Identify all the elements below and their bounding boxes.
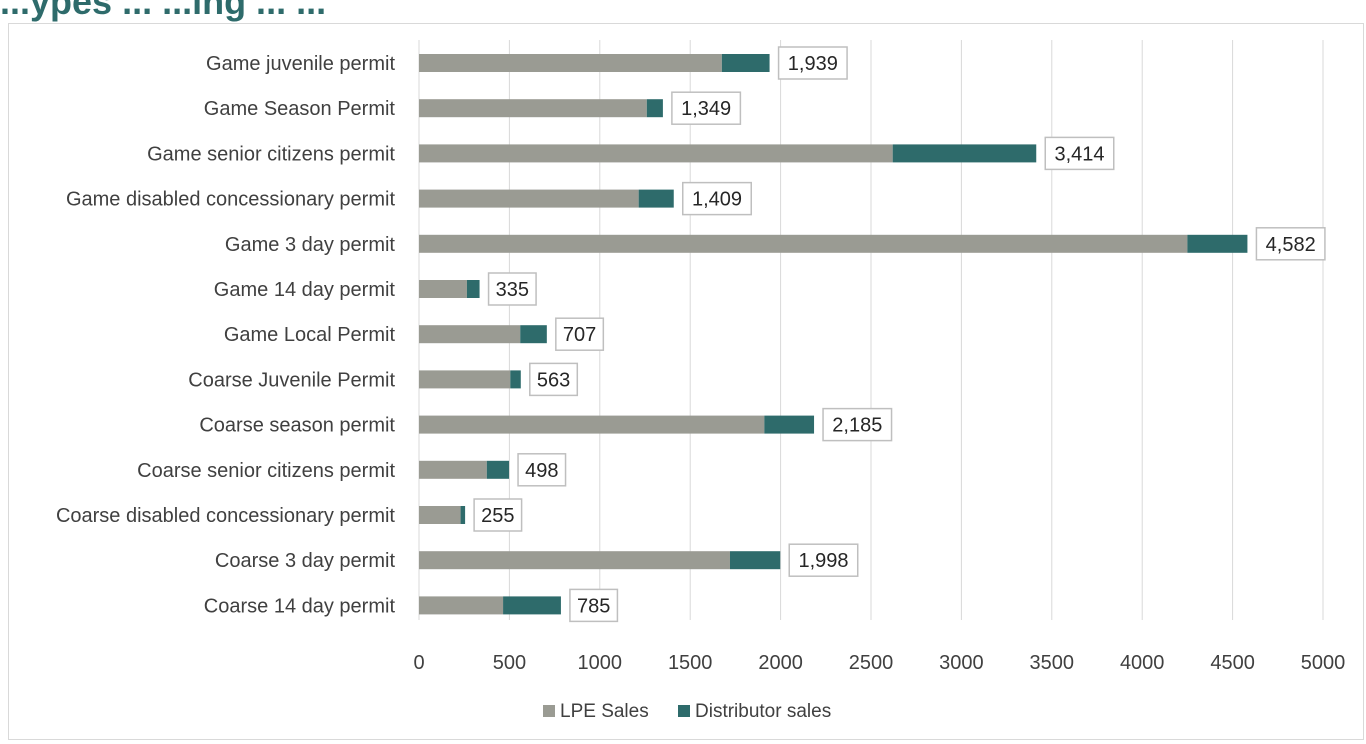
category-label: Game Season Permit bbox=[204, 98, 396, 120]
x-tick-label: 500 bbox=[493, 652, 526, 674]
bar-distributor-sales bbox=[721, 54, 770, 72]
category-label: Coarse 14 day permit bbox=[204, 595, 396, 617]
bar-lpe-sales bbox=[419, 370, 511, 389]
bar-distributor-sales bbox=[1187, 234, 1248, 253]
total-data-label: 1,939 bbox=[788, 53, 838, 75]
bar-distributor-sales bbox=[510, 370, 521, 389]
x-tick-label: 3500 bbox=[1030, 652, 1075, 674]
total-label-box bbox=[517, 453, 567, 487]
x-tick-label: 0 bbox=[413, 652, 424, 674]
total-data-label: 3,414 bbox=[1054, 143, 1104, 165]
total-data-label: 2,185 bbox=[832, 415, 882, 437]
category-label: Coarse season permit bbox=[199, 415, 395, 437]
total-label-box bbox=[487, 272, 537, 306]
bar-distributor-sales bbox=[892, 144, 1037, 163]
total-label-box bbox=[671, 91, 742, 125]
total-label-box bbox=[777, 46, 848, 80]
legend-label: Distributor sales bbox=[695, 701, 831, 722]
x-tick-label: 2500 bbox=[849, 652, 894, 674]
total-label-box bbox=[681, 181, 752, 216]
bar-distributor-sales bbox=[503, 596, 561, 615]
category-label: Coarse disabled concessionary permit bbox=[56, 505, 395, 527]
bar-distributor-sales bbox=[520, 325, 547, 344]
x-tick-label: 4500 bbox=[1210, 652, 1255, 674]
bar-lpe-sales bbox=[419, 280, 467, 298]
bar-lpe-sales bbox=[419, 54, 722, 72]
total-label-box bbox=[569, 588, 619, 623]
legend-swatch-distributor-sales bbox=[678, 705, 690, 717]
category-label: Game 3 day permit bbox=[225, 234, 396, 256]
total-data-label: 255 bbox=[481, 505, 514, 527]
category-label: Game disabled concessionary permit bbox=[66, 189, 395, 211]
total-data-label: 707 bbox=[563, 324, 596, 346]
total-data-label: 498 bbox=[525, 460, 558, 482]
total-label-box bbox=[473, 498, 523, 532]
bar-distributor-sales bbox=[764, 415, 815, 434]
total-data-label: 4,582 bbox=[1266, 234, 1316, 256]
legend-swatch-lpe-sales bbox=[543, 705, 555, 717]
x-tick-label: 5000 bbox=[1301, 652, 1346, 674]
category-label: Coarse Juvenile Permit bbox=[188, 369, 395, 391]
bar-lpe-sales bbox=[419, 506, 461, 524]
bar-lpe-sales bbox=[419, 189, 639, 208]
category-label: Game senior citizens permit bbox=[147, 143, 395, 165]
total-label-box bbox=[555, 317, 605, 351]
total-label-box bbox=[788, 543, 859, 577]
total-data-label: 335 bbox=[496, 279, 529, 301]
category-label: Game 14 day permit bbox=[214, 279, 396, 301]
x-tick-label: 1000 bbox=[578, 652, 623, 674]
total-label-box bbox=[822, 407, 893, 442]
bar-lpe-sales bbox=[419, 234, 1188, 253]
x-tick-label: 1500 bbox=[668, 652, 713, 674]
bar-lpe-sales bbox=[419, 551, 730, 570]
bar-lpe-sales bbox=[419, 596, 504, 615]
bar-distributor-sales bbox=[638, 189, 674, 208]
total-label-box bbox=[1044, 136, 1115, 171]
total-label-box bbox=[1255, 227, 1326, 261]
total-data-label: 1,409 bbox=[692, 189, 742, 211]
total-data-label: 1,998 bbox=[798, 550, 848, 572]
bar-distributor-sales bbox=[646, 99, 663, 118]
total-data-label: 1,349 bbox=[681, 98, 731, 120]
x-tick-label: 4000 bbox=[1120, 652, 1165, 674]
bar-lpe-sales bbox=[419, 460, 487, 479]
x-tick-label: 2000 bbox=[758, 652, 803, 674]
bar-distributor-sales bbox=[466, 280, 480, 298]
total-label-box bbox=[529, 362, 579, 397]
bar-lpe-sales bbox=[419, 144, 893, 163]
bar-lpe-sales bbox=[419, 99, 647, 118]
chart-area bbox=[8, 23, 1364, 740]
bar-distributor-sales bbox=[460, 506, 466, 524]
bar-lpe-sales bbox=[419, 325, 521, 344]
page-title: ...ypes ... ...ing ... ... bbox=[0, 0, 327, 22]
bar-distributor-sales bbox=[486, 460, 510, 479]
bar-distributor-sales bbox=[729, 551, 781, 570]
total-data-label: 785 bbox=[577, 595, 610, 617]
category-label: Game juvenile permit bbox=[206, 53, 395, 75]
category-label: Coarse 3 day permit bbox=[215, 550, 396, 572]
total-data-label: 563 bbox=[537, 369, 570, 391]
category-label: Game Local Permit bbox=[224, 324, 396, 346]
category-label: Coarse senior citizens permit bbox=[137, 460, 395, 482]
legend-label: LPE Sales bbox=[560, 701, 649, 722]
bar-lpe-sales bbox=[419, 415, 765, 434]
x-tick-label: 3000 bbox=[939, 652, 984, 674]
